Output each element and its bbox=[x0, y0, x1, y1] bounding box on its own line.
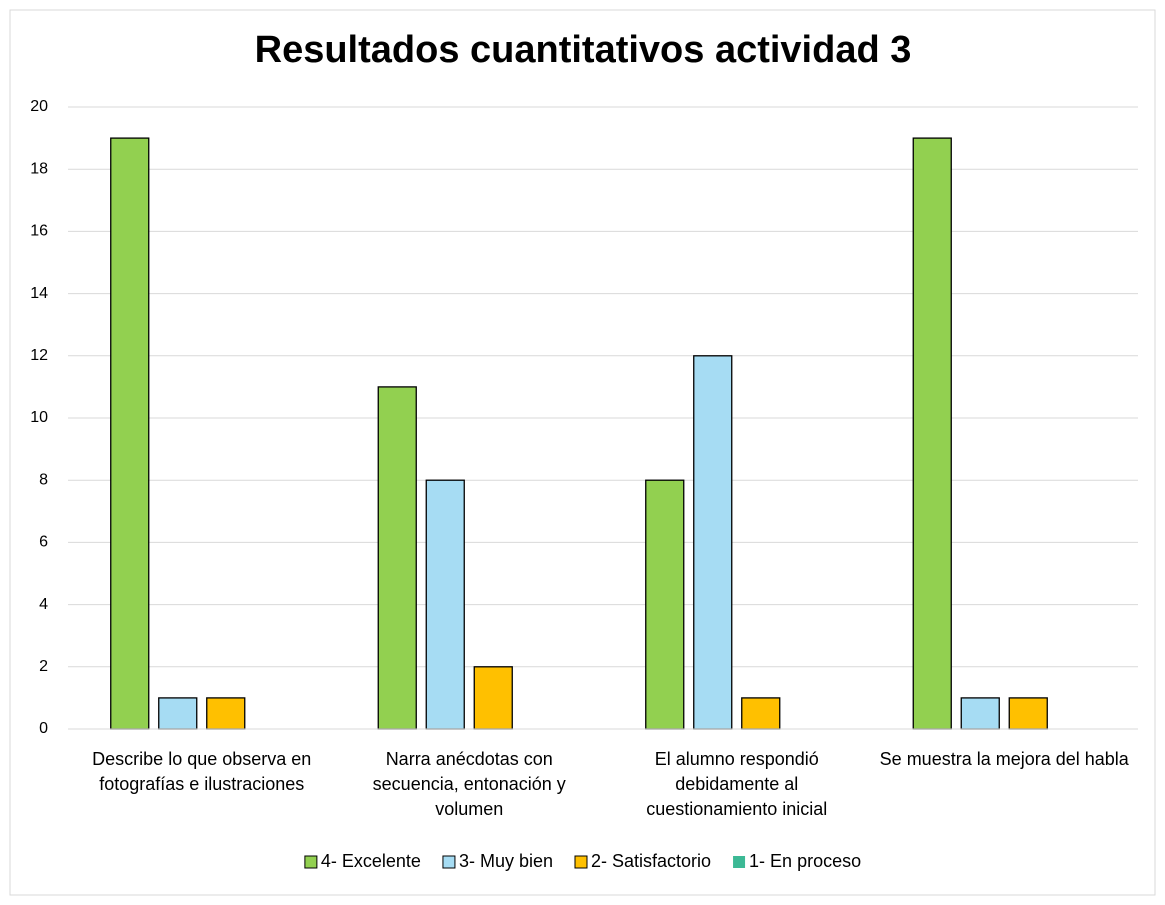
bar bbox=[1008, 697, 1048, 730]
x-tick-label: Se muestra la mejora del habla bbox=[880, 749, 1130, 769]
y-tick-label: 18 bbox=[30, 160, 48, 177]
legend-swatch bbox=[733, 856, 746, 868]
y-tick-label: 0 bbox=[39, 720, 48, 737]
bar bbox=[110, 137, 150, 730]
legend-label: 2- Satisfactorio bbox=[591, 851, 711, 871]
x-tick-label: El alumno respondió debidamente al cuestio… bbox=[646, 749, 827, 819]
bar bbox=[645, 479, 685, 730]
legend-label: 4- Excelente bbox=[321, 851, 421, 871]
bar bbox=[425, 479, 465, 730]
y-tick-label: 8 bbox=[39, 471, 48, 488]
chart-title: Resultados cuantitativos actividad 3 bbox=[255, 29, 912, 71]
y-tick-label: 20 bbox=[30, 98, 48, 115]
bar bbox=[693, 355, 733, 730]
y-tick-label: 10 bbox=[30, 409, 48, 426]
legend-swatch bbox=[574, 855, 588, 869]
y-tick-label: 2 bbox=[39, 658, 48, 675]
bar bbox=[741, 697, 781, 730]
legend-item: 4- Excelente bbox=[304, 851, 421, 871]
chart-frame bbox=[9, 9, 1156, 896]
y-tick-label: 16 bbox=[30, 223, 48, 240]
y-tick-label: 6 bbox=[39, 534, 48, 551]
bar bbox=[473, 666, 513, 730]
y-tick-label: 4 bbox=[39, 596, 48, 613]
bar bbox=[206, 697, 246, 730]
legend-swatch bbox=[304, 855, 318, 869]
y-tick-label: 12 bbox=[30, 347, 48, 364]
x-tick-label: Narra anécdotas con secuencia, entonación… bbox=[373, 749, 566, 819]
legend-item: 3- Muy bien bbox=[442, 851, 553, 871]
bar bbox=[377, 386, 417, 730]
legend-label: 1- En proceso bbox=[749, 851, 861, 871]
legend-item: 1- En proceso bbox=[733, 851, 861, 871]
bar bbox=[158, 697, 198, 730]
y-tick-label: 14 bbox=[30, 285, 48, 302]
bar bbox=[912, 137, 952, 730]
legend-swatch bbox=[442, 855, 456, 869]
legend-label: 3- Muy bien bbox=[459, 851, 553, 871]
x-tick-label: Describe lo que observa en fotografías e … bbox=[92, 749, 311, 794]
bar bbox=[960, 697, 1000, 730]
legend-item: 2- Satisfactorio bbox=[574, 851, 711, 871]
